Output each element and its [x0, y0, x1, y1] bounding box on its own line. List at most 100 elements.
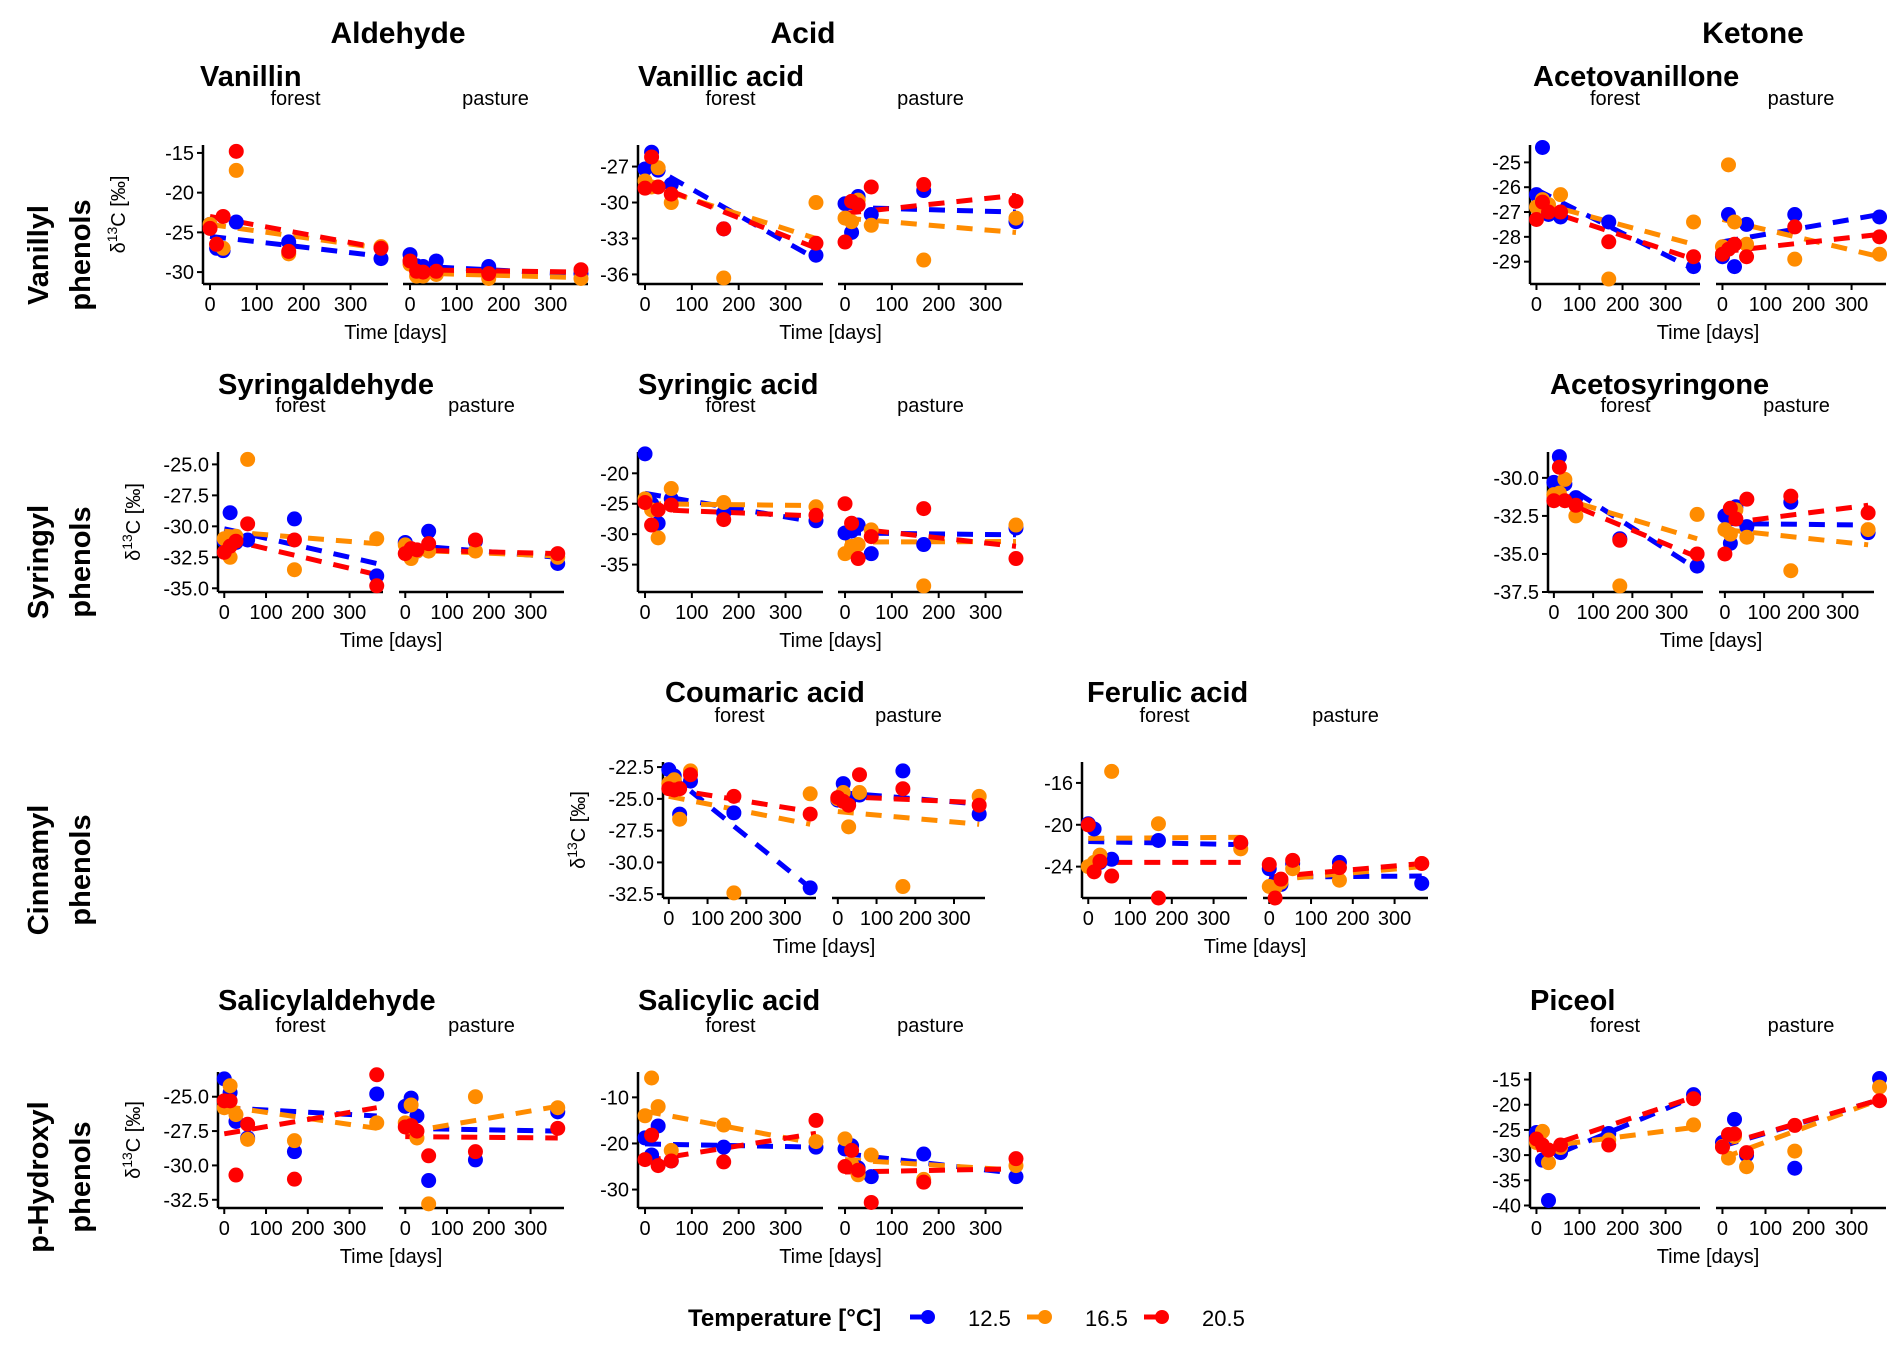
- data-point-20.5: [421, 1148, 437, 1164]
- data-point-16.5: [726, 885, 742, 901]
- data-point-20.5: [808, 507, 824, 523]
- x-tick-label: 100: [860, 908, 893, 930]
- x-tick-label: 100: [1113, 908, 1146, 930]
- facet-label: forest: [705, 1015, 755, 1037]
- data-point-20.5: [573, 262, 589, 278]
- panel-acetovanillone: Acetovanillone -25 -26 -27 -28 -29 forest 0 100 2…: [1492, 61, 1888, 344]
- x-tick-label: 100: [875, 1218, 908, 1240]
- facet-label: pasture: [1768, 88, 1835, 110]
- facet-label: forest: [714, 705, 764, 727]
- data-point-12.5: [637, 446, 653, 462]
- data-point-16.5: [1553, 187, 1569, 203]
- data-point-20.5: [1612, 532, 1628, 548]
- row-label-line1: Vanillyl: [23, 205, 55, 305]
- trend-line-16.5: [837, 809, 980, 827]
- x-tick-label: 300: [1649, 294, 1682, 316]
- data-point-12.5: [1727, 259, 1743, 275]
- x-tick-label: 0: [1719, 602, 1730, 624]
- x-tick-label: 100: [240, 294, 273, 316]
- y-tick-label: -20: [1044, 815, 1073, 837]
- x-tick-label: 200: [1606, 294, 1639, 316]
- panel-title: Syringaldehyde: [218, 369, 434, 401]
- panel-salicylaldehyde: Salicylaldehyde -25.0 -27.5 -30.0 -32.5 δ13C …: [119, 985, 566, 1268]
- data-point-12.5: [808, 247, 824, 263]
- row-label-2: Cinnamyl phenols: [23, 805, 97, 936]
- y-tick-label: -15: [1492, 1070, 1521, 1092]
- data-point-20.5: [850, 197, 866, 213]
- data-point-16.5: [637, 1108, 653, 1124]
- y-tick-label: -37.5: [1493, 582, 1539, 604]
- data-point-20.5: [228, 533, 244, 549]
- x-tick-label: 200: [730, 908, 763, 930]
- x-tick-label: 0: [639, 1218, 650, 1240]
- data-point-16.5: [286, 1133, 302, 1149]
- data-point-12.5: [1534, 139, 1550, 155]
- data-point-12.5: [373, 251, 389, 267]
- y-tick-label: -25.0: [163, 1087, 209, 1109]
- y-tick-label: -30: [600, 1180, 629, 1202]
- data-point-12.5: [428, 253, 444, 269]
- x-tick-label: 100: [1749, 294, 1782, 316]
- facet-label: forest: [705, 88, 755, 110]
- data-point-20.5: [215, 208, 231, 224]
- legend-key-point: [1038, 1310, 1052, 1324]
- data-point-20.5: [286, 1171, 302, 1187]
- x-tick-label: 100: [440, 294, 473, 316]
- data-point-12.5: [1727, 1111, 1743, 1127]
- x-tick-label: 300: [969, 294, 1002, 316]
- data-point-20.5: [1739, 249, 1755, 265]
- legend-title: Temperature [°C]: [688, 1305, 881, 1332]
- x-tick-label: 200: [1792, 1218, 1825, 1240]
- x-tick-label: 100: [675, 294, 708, 316]
- data-point-20.5: [1714, 1139, 1730, 1155]
- data-point-20.5: [202, 220, 218, 236]
- x-tick-label: 300: [769, 1218, 802, 1240]
- facet-pasture: pasture 0 100 200 300: [1717, 395, 1876, 624]
- x-tick-label: 100: [1563, 294, 1596, 316]
- y-tick-label: -35: [1492, 1170, 1521, 1192]
- data-point-20.5: [1273, 871, 1289, 887]
- y-tick-label: -20: [600, 463, 629, 485]
- data-point-12.5: [895, 763, 911, 779]
- data-point-16.5: [1872, 1079, 1888, 1095]
- data-point-12.5: [726, 805, 742, 821]
- x-tick-label: 0: [839, 1218, 850, 1240]
- facet-label: pasture: [448, 395, 515, 417]
- x-tick-label: 200: [1616, 602, 1649, 624]
- data-point-20.5: [1739, 1145, 1755, 1161]
- facet-label: pasture: [1763, 395, 1830, 417]
- data-point-12.5: [1414, 875, 1430, 891]
- data-point-20.5: [916, 177, 932, 193]
- data-point-16.5: [1787, 251, 1803, 267]
- trend-line-12.5: [667, 771, 812, 890]
- x-tick-label: 300: [768, 908, 801, 930]
- y-tick-label: -35.0: [163, 578, 209, 600]
- x-axis-title: Time [days]: [344, 322, 447, 344]
- data-point-20.5: [1331, 860, 1347, 876]
- facet-forest: forest 0 100 200 300: [636, 395, 824, 624]
- data-point-20.5: [716, 512, 732, 528]
- data-point-20.5: [1541, 204, 1557, 220]
- data-point-16.5: [1720, 1150, 1736, 1166]
- data-point-16.5: [1612, 578, 1628, 594]
- data-point-20.5: [209, 236, 225, 252]
- data-point-20.5: [808, 1112, 824, 1128]
- panel-title: Coumaric acid: [665, 677, 865, 709]
- data-point-12.5: [1008, 1169, 1024, 1185]
- data-point-20.5: [1261, 857, 1277, 873]
- data-point-12.5: [802, 880, 818, 896]
- x-tick-label: 0: [1531, 1218, 1542, 1240]
- data-point-16.5: [852, 785, 868, 801]
- data-point-20.5: [1267, 890, 1283, 906]
- data-point-16.5: [895, 879, 911, 895]
- panel-title: Acetovanillone: [1533, 61, 1739, 93]
- facet-label: pasture: [875, 705, 942, 727]
- trend-line-16.5: [404, 1103, 559, 1135]
- data-point-16.5: [1739, 529, 1755, 545]
- data-point-16.5: [716, 495, 732, 511]
- facet-label: forest: [1600, 395, 1650, 417]
- data-point-20.5: [550, 1120, 566, 1136]
- data-point-20.5: [650, 502, 666, 518]
- x-tick-label: 0: [839, 294, 850, 316]
